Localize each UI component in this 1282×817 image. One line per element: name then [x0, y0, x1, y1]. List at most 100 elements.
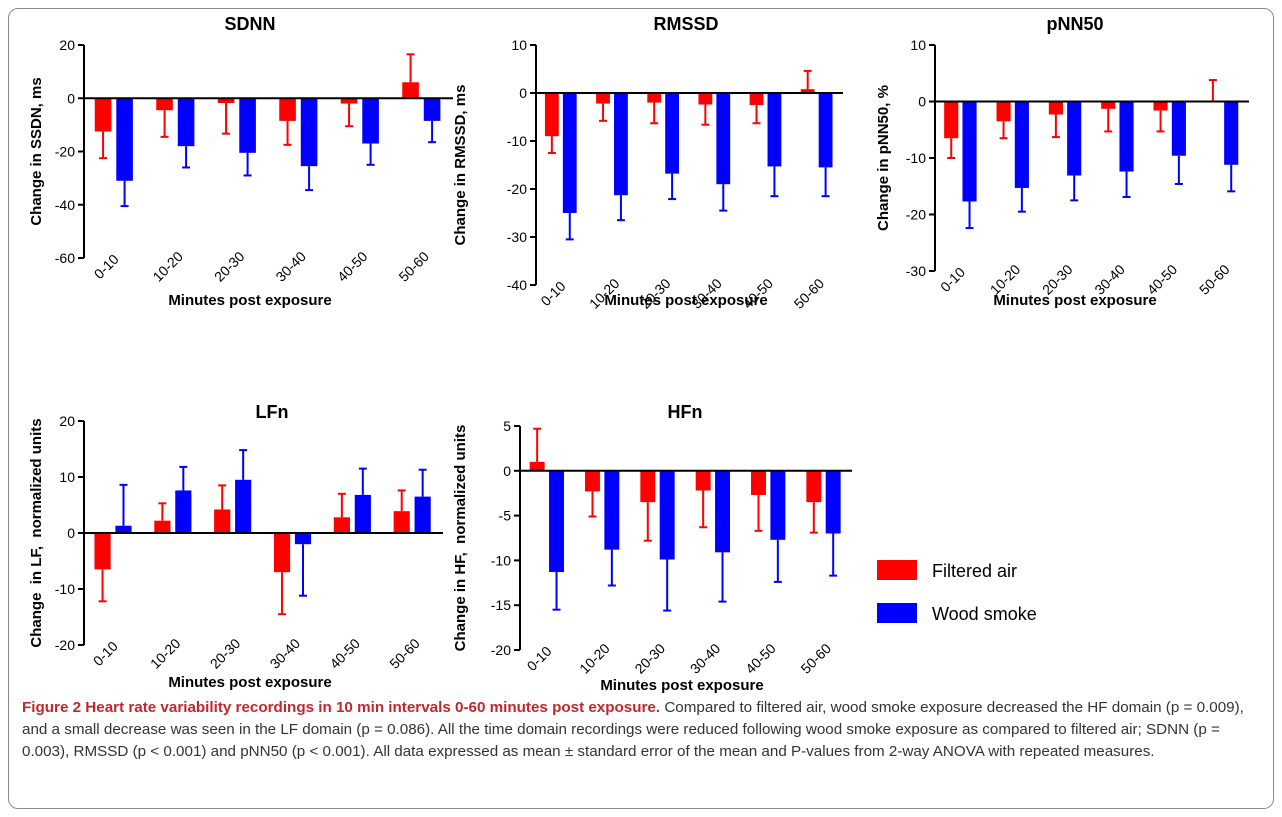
- bar: [715, 470, 730, 553]
- bar: [806, 470, 822, 503]
- x-tick-label: 10-20: [576, 640, 613, 677]
- bar: [294, 533, 312, 545]
- x-tick-label: 30-40: [267, 635, 304, 672]
- chart-title: RMSSD: [653, 14, 718, 34]
- chart-title: HFn: [668, 402, 703, 422]
- bar: [818, 93, 833, 168]
- legend-swatch: [877, 560, 917, 580]
- bar: [116, 98, 133, 181]
- bar: [614, 93, 628, 196]
- bar: [944, 101, 959, 139]
- x-tick-label: 50-60: [1196, 261, 1233, 298]
- x-tick-label: 30-40: [272, 248, 309, 285]
- bar: [695, 470, 711, 491]
- y-tick-label: -5: [499, 508, 512, 524]
- bar: [115, 525, 132, 533]
- x-tick-label: 0-10: [937, 264, 968, 295]
- bar: [362, 98, 379, 144]
- bar: [279, 98, 296, 121]
- x-tick-label: 20-30: [211, 248, 248, 285]
- bar: [1119, 101, 1134, 172]
- x-tick-label: 50-60: [395, 248, 432, 285]
- bar: [1224, 101, 1239, 165]
- bar: [1067, 101, 1082, 176]
- bar: [94, 533, 111, 570]
- chart-hfn: HFn 5 0 -5 -10 -15 -20 Change in HF, normalized…: [452, 402, 852, 694]
- x-tick-label: 20-30: [631, 640, 668, 677]
- x-tick-label: 50-60: [791, 275, 828, 312]
- y-tick-label: 0: [67, 525, 75, 541]
- bar: [154, 520, 171, 533]
- y-tick-label: 20: [59, 413, 75, 429]
- y-tick-label: -10: [491, 552, 511, 568]
- y-tick-label: 10: [59, 469, 75, 485]
- x-tick-label: 0-10: [90, 638, 121, 669]
- legend-label: Filtered air: [932, 561, 1017, 581]
- bar: [94, 98, 112, 132]
- x-axis-title: Minutes post exposure: [600, 677, 763, 694]
- y-tick-label: 10: [511, 37, 527, 53]
- y-tick-label: 0: [519, 85, 527, 101]
- x-tick-label: 0-10: [91, 251, 122, 282]
- y-tick-label: -20: [906, 207, 926, 223]
- bar: [770, 470, 786, 540]
- chart-sdnn: SDNN 20 0 -20 -40 -60 Change in SSDN, ms 0-10 10…: [28, 14, 453, 309]
- bar: [800, 89, 815, 93]
- bar: [749, 93, 764, 105]
- bar: [1153, 101, 1168, 111]
- bar: [175, 490, 192, 533]
- y-axis-title: Change in SSDN, ms: [28, 77, 45, 225]
- bar: [177, 98, 195, 147]
- bar: [354, 494, 371, 533]
- x-tick-label: 20-30: [207, 635, 244, 672]
- y-tick-label: -20: [55, 637, 75, 653]
- y-tick-label: -10: [906, 150, 926, 166]
- y-tick-label: -30: [507, 229, 527, 245]
- y-tick-label: -15: [491, 597, 511, 613]
- bar: [562, 93, 577, 213]
- bar: [402, 82, 419, 99]
- caption-title: Figure 2 Heart rate variability recordin…: [22, 699, 661, 716]
- bar: [423, 98, 441, 121]
- bar: [235, 479, 252, 533]
- bar: [300, 98, 318, 167]
- bar: [549, 470, 564, 573]
- y-tick-label: -10: [55, 581, 75, 597]
- legend-label: Wood smoke: [932, 604, 1037, 624]
- bar: [1048, 101, 1063, 115]
- bar: [1101, 101, 1116, 109]
- y-tick-label: 20: [59, 37, 75, 53]
- y-tick-label: -10: [507, 133, 527, 149]
- bar: [751, 470, 766, 495]
- x-tick-label: 0-10: [537, 278, 568, 309]
- chart-title: pNN50: [1046, 14, 1103, 34]
- y-tick-label: 5: [503, 418, 511, 434]
- bar: [767, 93, 782, 167]
- x-axis-title: Minutes post exposure: [168, 292, 331, 309]
- y-axis-title: Change in LF, normalized units: [28, 418, 45, 647]
- x-tick-label: 10-20: [147, 635, 184, 672]
- y-tick-label: -20: [55, 144, 75, 160]
- bar: [340, 98, 358, 104]
- x-axis-title: Minutes post exposure: [604, 292, 767, 309]
- bar: [156, 98, 173, 111]
- bar: [647, 93, 662, 103]
- y-tick-label: -20: [491, 642, 511, 658]
- bar: [962, 101, 977, 202]
- bar: [414, 496, 431, 533]
- y-axis-title: Change in RMSSD, ms: [452, 85, 469, 246]
- bar: [273, 533, 291, 573]
- y-axis-title: Change in HF, normalized units: [452, 425, 469, 652]
- y-tick-label: -20: [507, 181, 527, 197]
- x-tick-label: 40-50: [326, 635, 363, 672]
- bar: [217, 98, 235, 104]
- bar: [529, 461, 545, 471]
- x-tick-label: 0-10: [524, 643, 555, 674]
- x-tick-label: 40-50: [742, 640, 779, 677]
- x-tick-label: 50-60: [797, 640, 834, 677]
- caption-text: Compared to filtered air, wood smoke exp…: [22, 699, 1244, 760]
- y-tick-label: -30: [906, 263, 926, 279]
- x-axis-title: Minutes post exposure: [993, 292, 1156, 309]
